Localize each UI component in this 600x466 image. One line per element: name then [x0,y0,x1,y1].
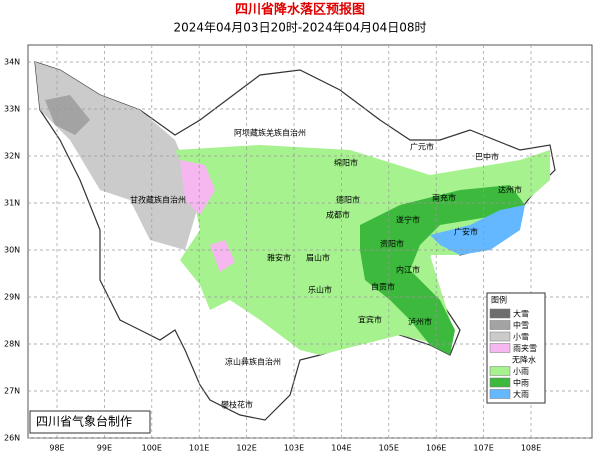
city-label: 绵阳市 [334,158,358,168]
credit-box [29,410,151,434]
lat-label: 31N [4,199,20,208]
lat-label: 32N [4,152,20,161]
city-label: 乐山市 [308,285,332,295]
lat-label: 30N [4,246,20,255]
moderate-rain-area [360,185,525,355]
legend-label: 中雨 [513,378,529,388]
legend-label: 大雨 [513,389,529,399]
lon-label: 101E [189,444,209,453]
legend-swatch [489,377,511,388]
sleet-area [210,240,235,272]
city-label: 遂宁市 [396,215,420,225]
city-label: 宜宾市 [358,315,382,325]
lon-label: 99E [97,444,112,453]
city-label: 攀枝花市 [221,400,253,410]
credit: 四川省气象台制作 [36,414,132,429]
legend-swatch [489,331,511,342]
city-label: 内江市 [396,265,420,275]
snow-area [45,95,90,135]
city-label: 甘孜藏族自治州 [130,195,186,205]
heavy-rain-area [430,205,525,255]
legend-swatch [489,389,511,399]
city-label: 眉山市 [306,253,330,263]
lon-label: 105E [379,444,399,453]
legend-label: 小雨 [513,367,529,376]
lon-label: 107E [473,444,493,453]
lon-label: 104E [331,444,351,453]
lon-label: 106E [426,444,446,453]
title: 四川省降水落区预报图 [235,2,365,18]
lon-label: 102E [236,444,256,453]
city-label: 阿坝藏族羌族自治州 [234,128,306,138]
lat-label: 28N [4,340,20,349]
lat-label: 34N [4,58,20,67]
lon-label: 100E [142,444,162,453]
legend-label: 中雪 [513,320,529,330]
legend-label: 无降水 [512,355,536,365]
city-label: 巴中市 [475,152,499,162]
lon-label: 108E [521,444,541,453]
city-label: 泸州市 [408,317,432,327]
regions [34,61,556,421]
city-label: 自贡市 [371,282,395,292]
city-label: 德阳市 [336,195,360,205]
city-label: 广安市 [454,227,478,237]
lat-label: 27N [4,387,20,396]
legend-title: 图例 [491,295,507,305]
legend-swatch [489,366,511,376]
city-label: 成都市 [326,210,350,220]
lon-label: 103E [284,444,304,453]
legend-swatch [489,320,511,330]
lat-label: 26N [4,434,20,443]
lon-label: 98E [49,444,64,453]
lat-label: 29N [4,293,20,302]
city-label: 广元市 [410,142,434,152]
legend-label: 大雪 [513,309,529,319]
legend-swatch [489,308,511,319]
sleet-area [180,160,215,215]
legend-swatch [489,343,511,353]
city-label: 雅安市 [267,253,291,263]
city-label: 资阳市 [380,239,404,249]
city-label: 达州市 [498,185,522,195]
legend-label: 雨夹雪 [513,343,537,353]
graticule: 34N 33N 32N 31N 30N 29N 28N 27N 26N 98E 99E 100E 101… [4,45,592,453]
legend-label: 小雪 [513,333,529,342]
lat-label: 33N [4,105,20,114]
subtitle: 2024年04月03日20时-2024年04月04日08时 [173,21,426,35]
city-label: 凉山彝族自治州 [225,357,281,367]
city-label: 南充市 [432,193,456,203]
